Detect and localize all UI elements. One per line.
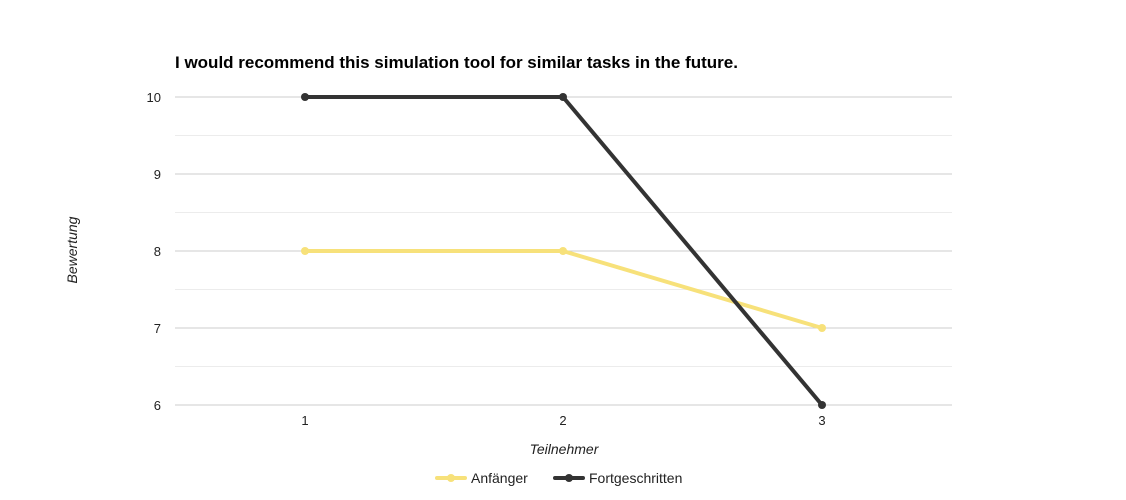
data-point <box>301 93 309 101</box>
legend-swatch-point <box>565 474 573 482</box>
y-tick-label: 10 <box>147 90 161 105</box>
x-tick-label: 3 <box>818 413 825 428</box>
y-tick-label: 8 <box>154 244 161 259</box>
x-tick-label: 2 <box>559 413 566 428</box>
y-axis-ticks: 6 7 8 9 10 <box>147 90 161 413</box>
x-tick-label: 1 <box>301 413 308 428</box>
data-point <box>818 324 826 332</box>
chart-title: I would recommend this simulation tool f… <box>175 53 738 72</box>
legend-swatch-point <box>447 474 455 482</box>
x-axis-title: Teilnehmer <box>530 441 600 457</box>
data-point <box>301 247 309 255</box>
data-point <box>559 247 567 255</box>
y-tick-label: 6 <box>154 398 161 413</box>
data-point <box>818 401 826 409</box>
y-axis-title: Bewertung <box>64 216 80 283</box>
data-point <box>559 93 567 101</box>
y-tick-label: 9 <box>154 167 161 182</box>
series-lines <box>301 93 826 409</box>
legend: Anfänger Fortgeschritten <box>435 470 682 486</box>
legend-label: Fortgeschritten <box>589 470 682 486</box>
x-axis-ticks: 1 2 3 <box>301 413 825 428</box>
y-tick-label: 7 <box>154 321 161 336</box>
legend-label: Anfänger <box>471 470 528 486</box>
